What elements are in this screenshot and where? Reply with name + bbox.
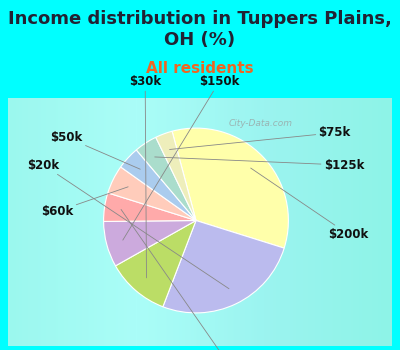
Text: $200k: $200k: [251, 168, 368, 241]
Wedge shape: [163, 220, 284, 313]
Text: City-Data.com: City-Data.com: [229, 119, 293, 128]
Wedge shape: [116, 220, 196, 307]
Text: $20k: $20k: [28, 159, 229, 289]
Wedge shape: [108, 167, 196, 220]
Wedge shape: [104, 220, 196, 266]
Text: $30k: $30k: [129, 75, 161, 278]
Text: All residents: All residents: [146, 61, 254, 76]
Wedge shape: [172, 128, 288, 248]
Wedge shape: [104, 193, 196, 222]
Wedge shape: [156, 131, 196, 220]
Wedge shape: [136, 137, 196, 220]
Text: $125k: $125k: [155, 157, 364, 172]
Text: $150k: $150k: [123, 75, 239, 240]
Wedge shape: [121, 150, 196, 220]
Text: $40k: $40k: [121, 209, 244, 350]
Text: Income distribution in Tuppers Plains,
OH (%): Income distribution in Tuppers Plains, O…: [8, 10, 392, 49]
Text: $75k: $75k: [170, 126, 351, 149]
Text: $60k: $60k: [41, 187, 128, 218]
Text: $50k: $50k: [50, 131, 140, 169]
